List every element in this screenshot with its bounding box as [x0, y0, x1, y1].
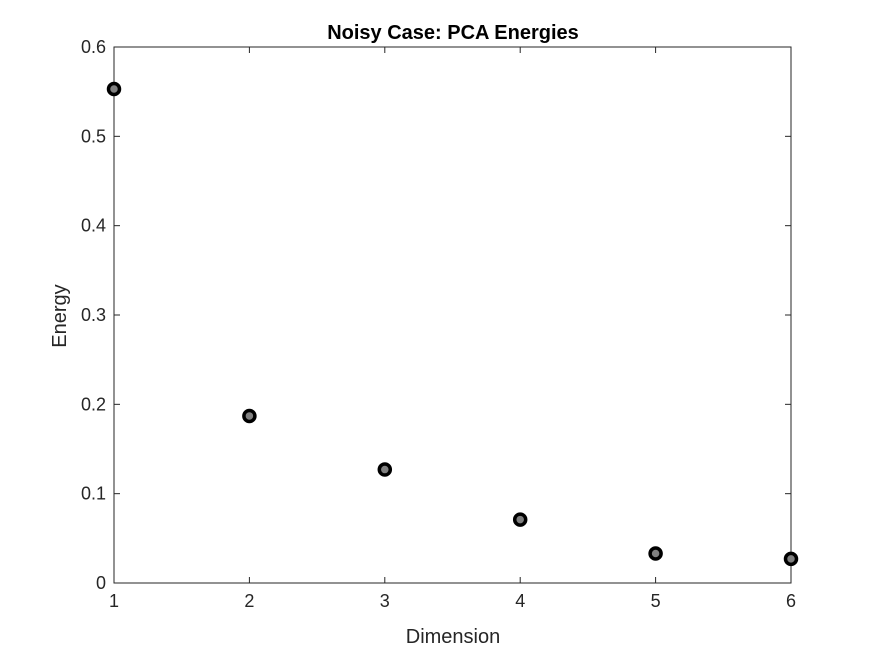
data-point	[512, 512, 528, 527]
x-tick-label: 1	[109, 591, 119, 611]
data-point	[783, 551, 799, 567]
data-point	[648, 546, 663, 561]
y-tick-label: 0.4	[81, 216, 106, 236]
y-axis-label: Energy	[49, 284, 71, 347]
y-tick-label: 0.2	[81, 394, 106, 414]
x-tick-label: 5	[651, 591, 661, 611]
ticks-group: 1 2 3 4 5 6 0 0.1 0.2 0.3 0.4 0.5 0.6	[81, 37, 796, 611]
data-point	[106, 81, 122, 97]
x-tick-label: 2	[244, 591, 254, 611]
x-tick-label: 6	[786, 591, 796, 611]
y-tick-label: 0	[96, 573, 106, 593]
x-tick-label: 3	[380, 591, 390, 611]
y-tick-label: 0.3	[81, 305, 106, 325]
plot-area: 1 2 3 4 5 6 0 0.1 0.2 0.3 0.4 0.5 0.6	[81, 37, 799, 611]
data-points	[106, 81, 799, 567]
x-tick-label: 4	[515, 591, 525, 611]
y-tick-label: 0.6	[81, 37, 106, 57]
x-axis-label: Dimension	[406, 626, 500, 648]
y-tick-label: 0.5	[81, 126, 106, 146]
data-point	[242, 408, 257, 424]
y-tick-label: 0.1	[81, 484, 106, 504]
axes-box	[113, 46, 792, 584]
chart-title: Noisy Case: PCA Energies	[327, 22, 579, 44]
data-point	[377, 462, 393, 477]
